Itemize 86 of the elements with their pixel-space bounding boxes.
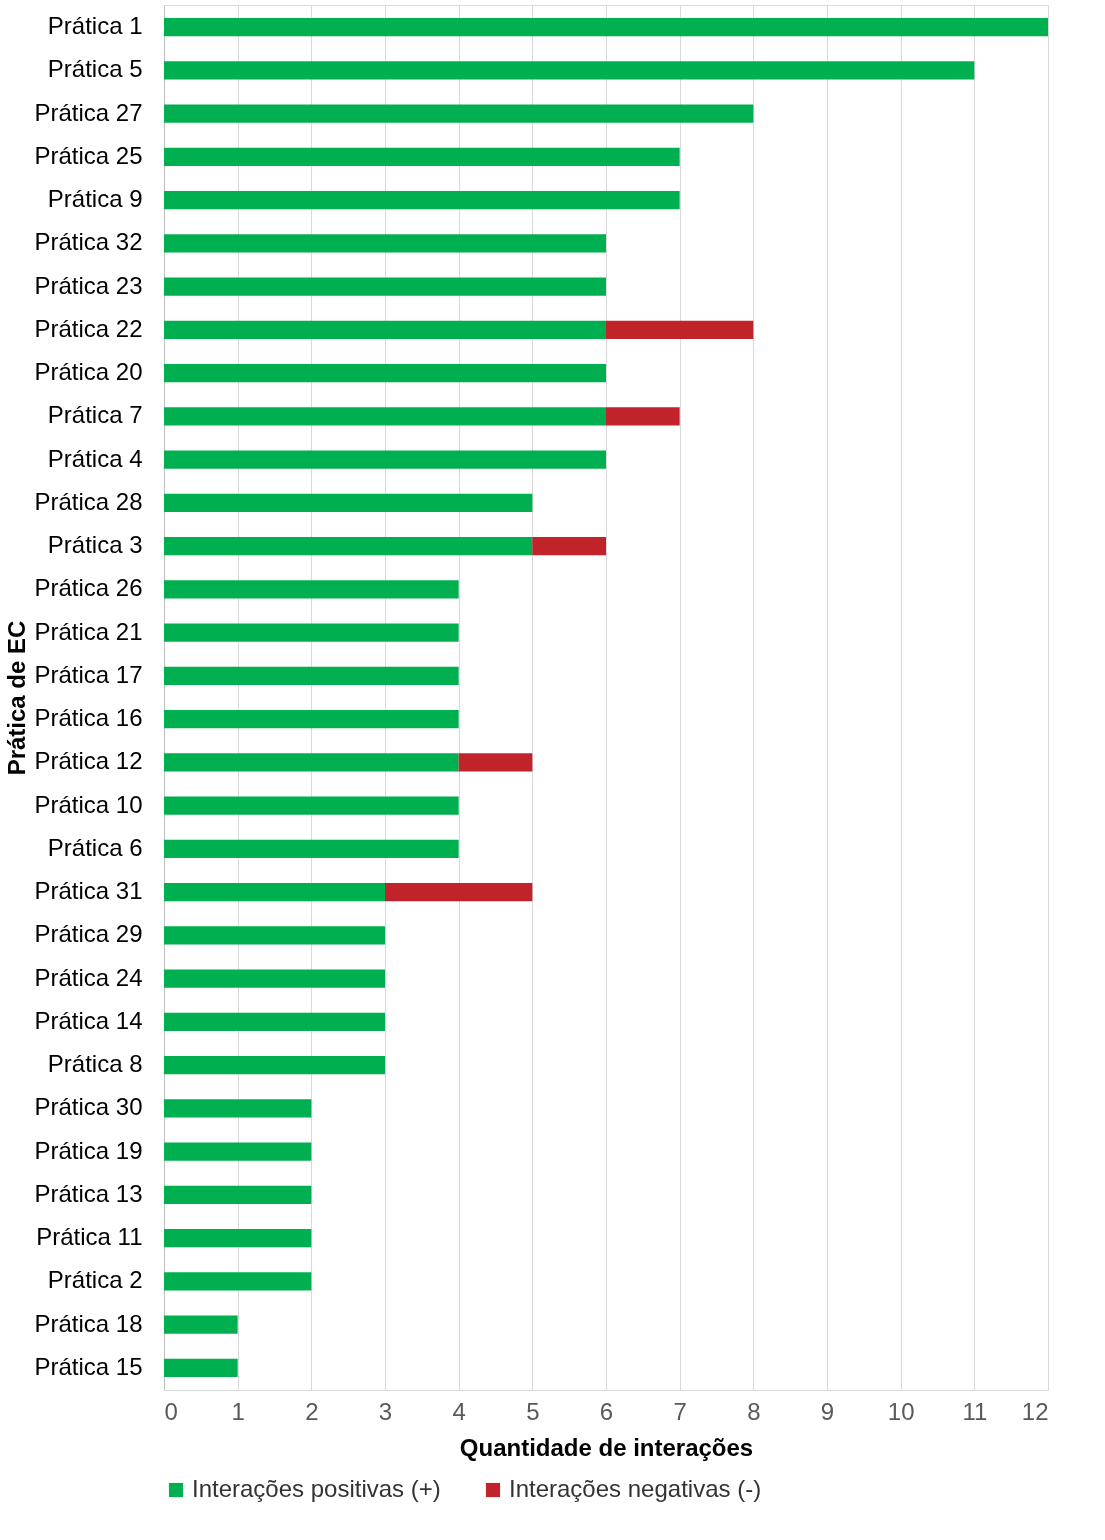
y-tick-label: Prática 21 xyxy=(34,617,143,645)
legend-label: Interações positivas (+) xyxy=(192,1475,441,1502)
bar xyxy=(164,753,459,772)
bar xyxy=(164,1012,385,1031)
y-tick-label: Prática 19 xyxy=(34,1136,143,1164)
x-tick-label: 3 xyxy=(378,1397,393,1425)
y-tick-label: Prática 1 xyxy=(47,12,143,40)
bar xyxy=(164,666,459,685)
bar xyxy=(164,580,459,599)
y-tick-label: Prática 8 xyxy=(47,1050,143,1078)
x-tick-label: 0 xyxy=(164,1397,178,1425)
y-tick-label: Prática 9 xyxy=(47,185,143,213)
y-tick-label: Prática 31 xyxy=(34,877,143,905)
y-tick-label: Prática 10 xyxy=(34,790,143,818)
y-tick-label: Prática 12 xyxy=(34,747,143,775)
bar xyxy=(164,1142,312,1161)
x-axis-title: Quantidade de interações xyxy=(459,1433,754,1461)
y-tick-label: Prática 3 xyxy=(47,531,143,559)
y-tick-label: Prática 29 xyxy=(34,920,143,948)
legend-label: Interações negativas (-) xyxy=(509,1475,762,1502)
bar xyxy=(164,407,606,426)
bar xyxy=(164,364,606,383)
bar xyxy=(164,493,533,512)
y-tick-label: Prática 20 xyxy=(34,358,143,386)
bar xyxy=(164,147,680,166)
bar xyxy=(164,190,680,210)
bar xyxy=(164,234,606,253)
bar xyxy=(385,883,533,902)
x-tick-label: 9 xyxy=(820,1397,835,1425)
y-tick-label: Prática 18 xyxy=(34,1309,143,1337)
bar xyxy=(164,623,459,642)
y-tick-label: Prática 30 xyxy=(34,1093,143,1121)
y-tick-label: Prática 26 xyxy=(34,574,143,602)
bar xyxy=(164,883,385,902)
bar xyxy=(164,1358,238,1378)
y-tick-label: Prática 23 xyxy=(34,271,143,299)
x-tick-label: 5 xyxy=(526,1397,540,1425)
bar xyxy=(164,1056,385,1075)
x-tick-label: 4 xyxy=(452,1397,466,1425)
y-tick-label: Prática 13 xyxy=(34,1179,143,1207)
y-tick-label: Prática 6 xyxy=(47,833,143,861)
y-tick-label: Prática 5 xyxy=(47,55,143,83)
bar xyxy=(164,104,754,123)
y-axis-title: Prática de EC xyxy=(3,620,31,776)
y-tick-label: Prática 11 xyxy=(36,1223,143,1251)
x-tick-label: 7 xyxy=(673,1397,687,1425)
bar xyxy=(164,1099,312,1118)
y-tick-label: Prática 2 xyxy=(47,1266,143,1294)
bar xyxy=(532,537,606,556)
y-tick-label: Prática 27 xyxy=(34,98,143,126)
bar xyxy=(606,320,754,339)
bar xyxy=(164,969,385,988)
y-tick-label: Prática 28 xyxy=(34,487,143,515)
bar xyxy=(164,710,459,729)
bar xyxy=(164,1315,238,1334)
bar xyxy=(164,796,459,815)
bar xyxy=(164,839,459,858)
y-tick-label: Prática 7 xyxy=(47,401,143,429)
bar xyxy=(458,753,533,772)
bar xyxy=(164,61,975,80)
y-tick-label: Prática 24 xyxy=(34,963,143,991)
x-tick-label: 10 xyxy=(887,1397,915,1425)
y-tick-label: Prática 32 xyxy=(34,228,143,256)
bar xyxy=(164,17,1048,37)
bar xyxy=(164,1229,312,1248)
bar xyxy=(164,277,606,296)
y-tick-label: Prática 14 xyxy=(34,1006,143,1034)
x-tick-label: 2 xyxy=(305,1397,319,1425)
y-tick-label: Prática 25 xyxy=(34,141,143,169)
bar xyxy=(164,450,606,469)
x-tick-label: 8 xyxy=(747,1397,761,1425)
y-tick-label: Prática 16 xyxy=(34,704,143,732)
y-tick-label: Prática 17 xyxy=(34,660,143,688)
bar xyxy=(606,407,680,426)
bar xyxy=(164,320,606,339)
y-tick-label: Prática 15 xyxy=(34,1352,143,1380)
bar xyxy=(164,537,533,556)
x-tick-label: 6 xyxy=(599,1397,614,1425)
bar xyxy=(164,1185,312,1205)
bar xyxy=(164,926,385,945)
bar xyxy=(164,1272,312,1291)
y-tick-label: Prática 22 xyxy=(34,314,143,342)
x-tick-label: 12 xyxy=(1021,1397,1049,1425)
x-tick-label: 11 xyxy=(962,1397,988,1425)
x-tick-label: 1 xyxy=(231,1397,245,1425)
y-tick-label: Prática 4 xyxy=(47,444,143,472)
